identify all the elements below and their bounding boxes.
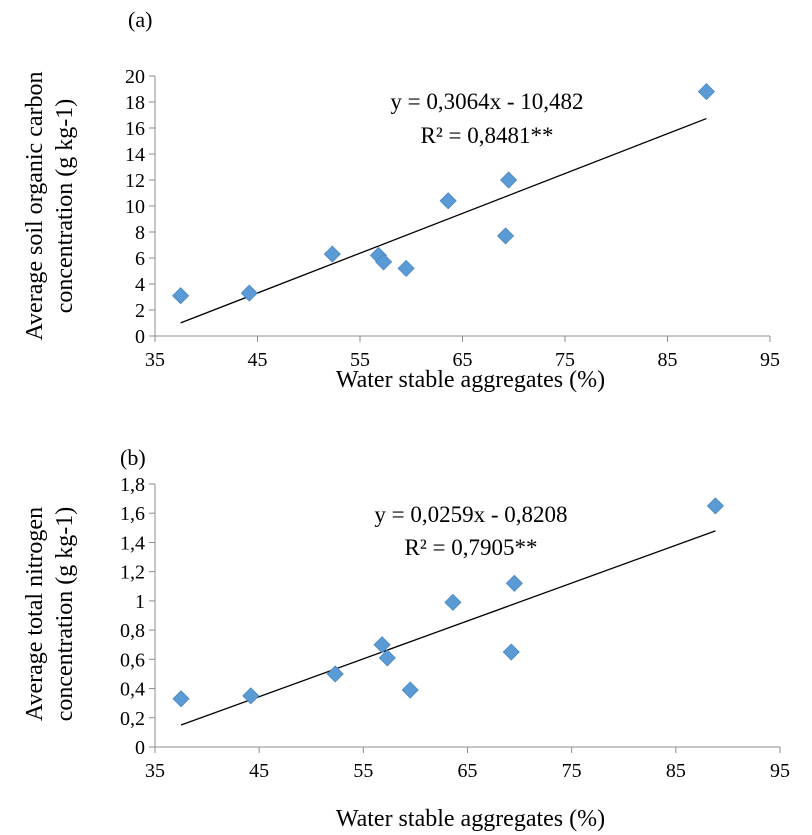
y-tick-label: 8 — [135, 222, 145, 244]
y-tick-label: 1,2 — [120, 562, 145, 584]
data-point — [697, 83, 716, 101]
x-tick-label: 65 — [458, 760, 478, 782]
data-point — [172, 287, 190, 305]
regression-equation: y = 0,3064x - 10,482 — [390, 89, 583, 114]
trendline — [180, 530, 716, 726]
y-axis-title-line: Average total nitrogen — [22, 507, 48, 721]
y-axis-title-line: Average soil organic carbon — [22, 71, 48, 340]
y-tick-label: 12 — [125, 170, 145, 192]
x-tick-label: 75 — [562, 760, 582, 782]
y-tick-label: 1 — [135, 591, 145, 613]
x-axis-title: Water stable aggregates (%) — [336, 367, 605, 393]
y-tick-label: 1,8 — [120, 474, 145, 496]
data-point — [172, 690, 190, 708]
x-tick-label: 95 — [770, 760, 790, 782]
data-point — [375, 253, 393, 271]
data-point — [444, 593, 462, 611]
y-tick-label: 1,6 — [120, 503, 145, 525]
y-tick-label: 10 — [125, 196, 145, 218]
data-point — [500, 171, 518, 189]
x-tick-label: 55 — [350, 349, 370, 371]
data-point — [240, 284, 258, 302]
y-tick-label: 14 — [125, 144, 145, 166]
y-axis-title-line: concentration (g kg-1) — [52, 99, 78, 314]
y-tick-label: 16 — [125, 118, 145, 140]
x-tick-label: 45 — [248, 349, 268, 371]
y-tick-label: 0,6 — [120, 649, 145, 671]
x-tick-label: 55 — [353, 760, 373, 782]
y-tick-label: 6 — [135, 248, 145, 270]
y-tick-label: 20 — [125, 66, 145, 88]
x-tick-label: 45 — [249, 760, 269, 782]
data-point — [326, 665, 344, 683]
data-point — [706, 497, 724, 515]
y-tick-label: 0 — [135, 737, 145, 759]
data-point — [439, 192, 457, 210]
data-point — [496, 227, 515, 245]
data-point — [505, 574, 523, 592]
data-point — [373, 636, 391, 654]
data-point — [323, 245, 341, 263]
y-tick-label: 1,4 — [120, 532, 145, 554]
trendline — [180, 117, 707, 324]
chart-panel-b: (b) 0 0,2 0,4 0,6 0,8 1 1,2 1,4 1,6 1,8 35 45 55 65 75 8… — [22, 445, 790, 832]
x-tick-label: 85 — [666, 760, 686, 782]
x-tick-label: 95 — [760, 349, 780, 371]
x-tick-label: 65 — [453, 349, 473, 371]
y-axis-title-line: concentration (g kg-1) — [52, 507, 78, 722]
chart-panel-a: (a) 0 2 4 6 8 10 12 14 16 18 20 35 45 55 65 75 85 95 Water … — [22, 7, 780, 393]
panel-label: (a) — [128, 7, 152, 32]
x-axis-title: Water stable aggregates (%) — [336, 806, 605, 832]
x-tick-label: 85 — [658, 349, 678, 371]
y-tick-label: 4 — [135, 274, 145, 296]
x-tick-label: 35 — [145, 349, 165, 371]
y-tick-label: 0,4 — [120, 679, 145, 701]
regression-equation: y = 0,0259x - 0,8208 — [374, 502, 567, 527]
y-tick-label: 18 — [125, 92, 145, 114]
x-tick-label: 75 — [555, 349, 575, 371]
data-point — [378, 649, 396, 667]
y-tick-label: 0,8 — [120, 620, 145, 642]
x-tick-label: 35 — [145, 760, 165, 782]
data-point — [401, 681, 419, 699]
r-squared-label: R² = 0,7905** — [405, 535, 538, 560]
panel-label: (b) — [120, 445, 146, 470]
y-tick-label: 0,2 — [120, 708, 145, 730]
r-squared-label: R² = 0,8481** — [421, 123, 554, 148]
data-point — [502, 643, 520, 661]
y-tick-label: 2 — [135, 300, 145, 322]
data-point — [397, 259, 415, 277]
data-point — [242, 687, 260, 705]
y-tick-label: 0 — [135, 326, 145, 348]
